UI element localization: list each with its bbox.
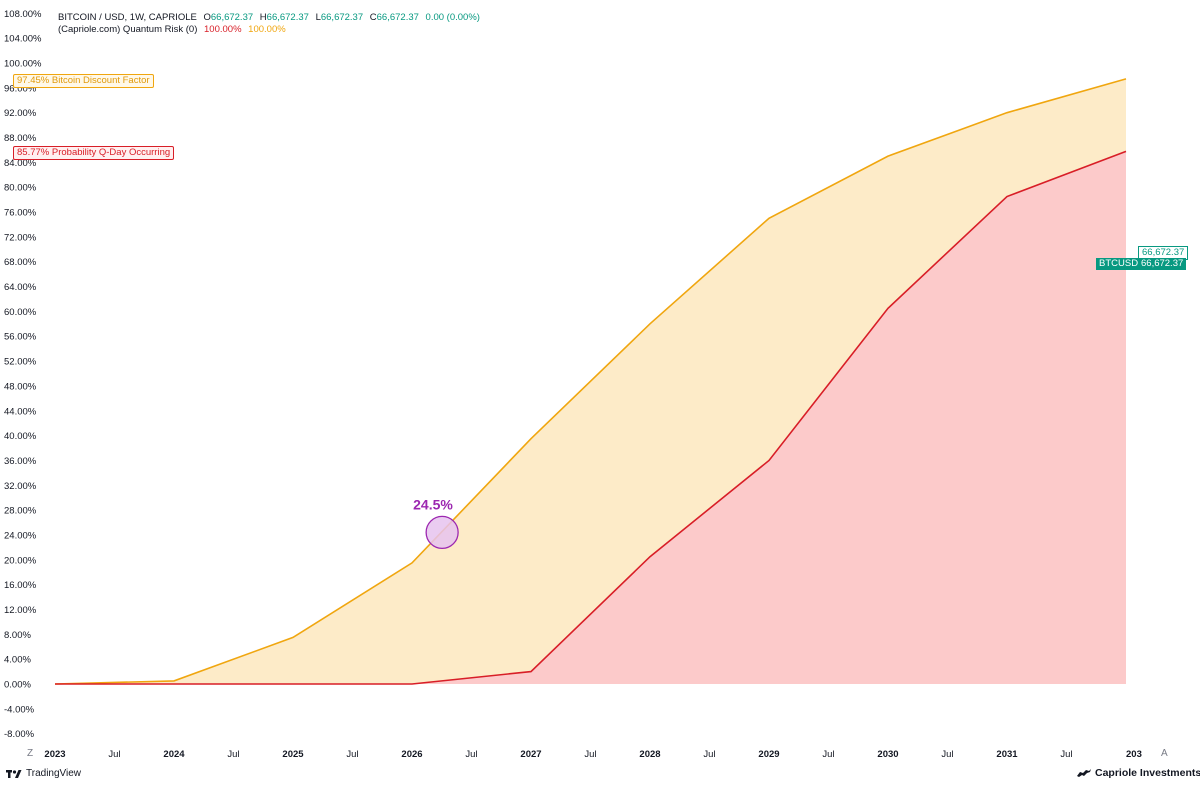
left-axis-tick: 76.00% xyxy=(4,208,37,219)
probability-name: Probability Q-Day Occurring xyxy=(51,147,171,158)
left-axis-tick: 72.00% xyxy=(4,232,37,243)
time-axis-tick: 2025 xyxy=(282,749,304,760)
indicator-value-2: 100.00% xyxy=(248,24,286,35)
left-axis-tick: 36.00% xyxy=(4,456,37,467)
probability-value: 85.77% xyxy=(17,147,50,158)
indicator-lines xyxy=(54,78,1127,685)
discount-factor-label: 97.45% Bitcoin Discount Factor xyxy=(13,74,154,88)
left-axis-tick: 4.00% xyxy=(4,655,31,666)
left-axis: 108.00% 104.00% 100.00% 96.00% 92.00% 88.00% 8… xyxy=(4,9,42,740)
left-axis-tick: 24.00% xyxy=(4,530,37,541)
probability-line xyxy=(55,150,1127,685)
annotation-circle xyxy=(425,515,459,550)
tradingview-text: TradingView xyxy=(26,768,82,779)
left-axis-tick: 108.00% xyxy=(4,9,42,20)
left-axis-tick: 100.00% xyxy=(4,59,42,70)
discount-factor-value: 97.45% xyxy=(17,75,50,86)
time-axis-tick: 2023 xyxy=(44,749,65,760)
time-axis-tick: 2031 xyxy=(996,749,1018,760)
left-axis-tick: 64.00% xyxy=(4,282,37,293)
time-axis-tick: Jul xyxy=(941,749,953,760)
time-axis-tick: Jul xyxy=(227,749,239,760)
time-axis-tick: 2030 xyxy=(877,749,898,760)
tradingview-icon xyxy=(6,769,22,778)
left-axis-tick: 28.00% xyxy=(4,506,37,517)
left-axis-tick: 104.00% xyxy=(4,34,42,45)
left-axis-tick: 88.00% xyxy=(4,133,37,144)
time-axis: 2023 Jul 2024 Jul 2025 Jul 2026 Jul 2027 Jul 2028 J… xyxy=(44,749,1141,760)
left-axis-tick: 32.00% xyxy=(4,481,37,492)
left-axis-tick: 8.00% xyxy=(4,630,31,641)
left-axis-tick: 48.00% xyxy=(4,381,37,392)
left-axis-tick: 16.00% xyxy=(4,580,37,591)
left-axis-tick: 80.00% xyxy=(4,183,37,194)
ohlc-low: L66,672.37 xyxy=(315,12,364,23)
time-axis-tick: Jul xyxy=(108,749,120,760)
ohlc-close: C66,672.37 xyxy=(369,12,419,23)
time-axis-tick: Jul xyxy=(1060,749,1072,760)
left-axis-tick: -8.00% xyxy=(4,729,35,740)
annotation-label: 24.5% xyxy=(413,496,453,512)
time-axis-tick: Jul xyxy=(465,749,477,760)
left-axis-tick: 68.00% xyxy=(4,257,37,268)
auto-scale-button[interactable]: A xyxy=(1161,748,1168,759)
left-axis-tick: 44.00% xyxy=(4,406,37,417)
probability-label: 85.77% Probability Q-Day Occurring xyxy=(13,146,175,160)
left-axis-tick: 40.00% xyxy=(4,431,37,442)
last-price-tag: 66,672.37 xyxy=(1138,258,1187,270)
annotation-layer: 24.5% xyxy=(413,496,459,550)
left-axis-tick: 96.00% xyxy=(4,83,37,94)
btcusd-tag: BTCUSD xyxy=(1096,258,1142,270)
zoom-button[interactable]: Z xyxy=(27,748,34,759)
probability-area xyxy=(55,151,1126,685)
time-axis-tick: Jul xyxy=(346,749,358,760)
indicator-legend[interactable]: (Capriole.com) Quantum Risk (0) 100.00% … xyxy=(58,24,290,35)
time-axis-tick: 2028 xyxy=(639,749,660,760)
time-axis-tick: 2027 xyxy=(520,749,541,760)
ohlc-open: O66,672.37 xyxy=(203,12,254,23)
discount-factor-name: Bitcoin Discount Factor xyxy=(51,75,150,86)
capriole-text: Capriole Investments xyxy=(1095,767,1200,779)
tradingview-logo: TradingView xyxy=(6,768,81,779)
bull-icon xyxy=(1077,769,1091,777)
symbol-legend[interactable]: BITCOIN / USD, 1W, CAPRIOLE O66,672.37 H… xyxy=(58,12,484,23)
ohlc-high: H66,672.37 xyxy=(259,12,309,23)
ohlc-change: 0.00 (0.00%) xyxy=(425,12,480,23)
time-axis-tick: Jul xyxy=(584,749,596,760)
indicator-value-1: 100.00% xyxy=(204,24,242,35)
discount-factor-line xyxy=(54,78,1127,685)
left-axis-tick: 20.00% xyxy=(4,555,37,566)
left-axis-tick: -4.00% xyxy=(4,704,35,715)
left-axis-tick: 56.00% xyxy=(4,332,37,343)
time-axis-tick: 2026 xyxy=(401,749,422,760)
time-axis-tick: Jul xyxy=(822,749,834,760)
left-axis-tick: 52.00% xyxy=(4,357,37,368)
capriole-logo: Capriole Investments xyxy=(1076,767,1200,779)
time-axis-tick: 203 xyxy=(1126,749,1142,760)
time-axis-tick: 2024 xyxy=(163,749,185,760)
time-axis-tick: 2029 xyxy=(758,749,779,760)
price-tag-top: 66,672.37 xyxy=(1138,246,1189,260)
left-axis-tick: 12.00% xyxy=(4,605,37,616)
left-axis-tick: 60.00% xyxy=(4,307,37,318)
time-axis-tick: Jul xyxy=(703,749,715,760)
indicator-title: (Capriole.com) Quantum Risk (0) xyxy=(58,24,198,35)
left-axis-tick: 92.00% xyxy=(4,108,37,119)
left-axis-tick: 84.00% xyxy=(4,158,37,169)
symbol-title: BITCOIN / USD, 1W, CAPRIOLE xyxy=(58,12,197,23)
left-axis-tick: 0.00% xyxy=(4,680,31,691)
